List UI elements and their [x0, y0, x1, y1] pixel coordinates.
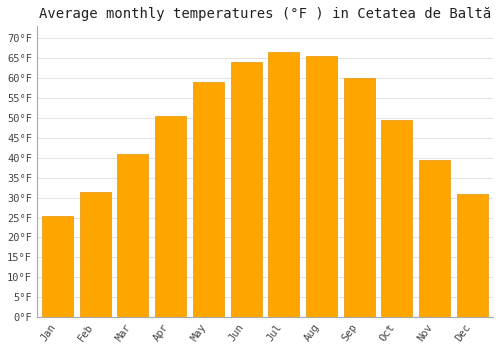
Bar	[230, 62, 262, 317]
Bar	[80, 191, 110, 317]
Bar	[268, 52, 299, 317]
Bar	[382, 120, 412, 317]
Title: Average monthly temperatures (°F ) in Cetatea de Baltă: Average monthly temperatures (°F ) in Ce…	[39, 7, 491, 21]
Bar	[419, 160, 450, 317]
Bar	[457, 194, 488, 317]
Bar	[193, 82, 224, 317]
Bar	[155, 116, 186, 317]
Bar	[344, 78, 374, 317]
Bar	[42, 216, 73, 317]
Bar	[306, 56, 337, 317]
Bar	[118, 154, 148, 317]
